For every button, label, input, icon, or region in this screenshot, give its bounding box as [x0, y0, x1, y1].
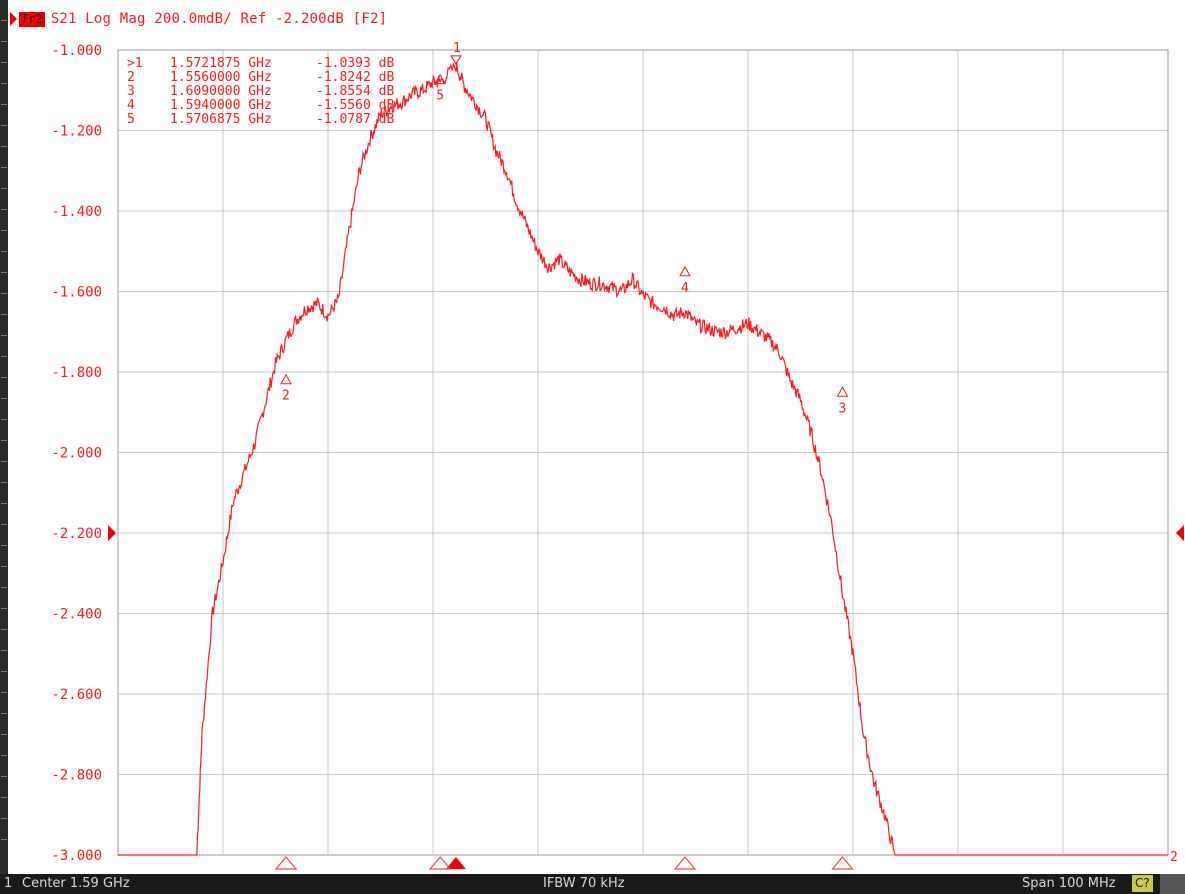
strip-tick	[1, 188, 7, 189]
marker-label: 2	[282, 389, 290, 404]
strip-tick	[1, 818, 7, 819]
strip-tick	[1, 125, 7, 126]
marker-readout-value: -1.5560 dB	[316, 98, 394, 113]
marker-active-bottom-icon	[445, 857, 466, 869]
strip-tick	[1, 209, 7, 210]
strip-tick	[1, 461, 7, 462]
right-edge-label: 2	[1170, 850, 1178, 865]
marker-readout-id: >1	[127, 56, 143, 71]
marker-bottom-icon	[673, 856, 697, 870]
strip-tick	[1, 755, 7, 756]
y-tick-label: -1.400	[51, 204, 102, 220]
strip-tick	[1, 272, 7, 273]
strip-tick	[1, 62, 7, 63]
trace-header[interactable]: Tr2 S21 Log Mag 200.0mdB/ Ref -2.200dB […	[10, 9, 387, 29]
marker-label: 5	[436, 89, 444, 104]
strip-tick	[1, 398, 7, 399]
strip-tick	[1, 20, 7, 21]
strip-tick	[1, 83, 7, 84]
strip-tick	[1, 419, 7, 420]
y-tick-label: -2.400	[51, 607, 102, 623]
center-frequency[interactable]: Center 1.59 GHz	[22, 876, 130, 891]
marker-pointer-icon	[280, 373, 292, 385]
strip-tick	[1, 566, 7, 567]
y-tick-label: -2.800	[51, 768, 102, 784]
span-setting[interactable]: Span 100 MHz	[1022, 876, 1116, 891]
strip-tick	[1, 482, 7, 483]
trace-title: S21 Log Mag 200.0mdB/ Ref -2.200dB [F2]	[50, 11, 388, 27]
strip-tick	[1, 545, 7, 546]
strip-tick	[1, 776, 7, 777]
strip-tick	[1, 104, 7, 105]
marker-readout-id: 5	[127, 112, 135, 127]
reference-level-left-icon	[108, 525, 116, 541]
strip-tick	[1, 692, 7, 693]
strip-tick	[1, 608, 7, 609]
marker-pointer-icon	[836, 386, 849, 397]
strip-tick	[1, 587, 7, 588]
strip-tick	[1, 671, 7, 672]
y-tick-label: -2.200	[51, 526, 102, 542]
strip-tick	[1, 797, 7, 798]
strip-tick	[1, 167, 7, 168]
strip-tick	[1, 734, 7, 735]
marker-readout-value: -1.8554 dB	[316, 84, 394, 99]
strip-tick	[1, 335, 7, 336]
strip-tick	[1, 713, 7, 714]
strip-tick	[1, 650, 7, 651]
strip-tick	[1, 524, 7, 525]
left-edge-strip	[0, 0, 8, 874]
marker-1-pointer-icon	[450, 55, 462, 65]
ifbw-setting[interactable]: IFBW 70 kHz	[543, 876, 625, 891]
active-trace-arrow-icon	[10, 12, 17, 26]
strip-tick	[1, 230, 7, 231]
trace-line	[118, 61, 1168, 856]
y-tick-label: -2.000	[51, 446, 102, 462]
strip-tick	[1, 251, 7, 252]
marker-readout-value: -1.0393 dB	[316, 56, 394, 71]
trace-badge[interactable]: Tr2	[19, 11, 45, 27]
strip-tick	[1, 146, 7, 147]
marker-readout-freq: 1.6090000 GHz	[170, 84, 272, 99]
calibration-status-badge[interactable]: C?	[1132, 875, 1153, 892]
marker-pointer-icon	[679, 265, 691, 277]
marker-readout-id: 3	[127, 84, 135, 99]
strip-tick	[1, 839, 7, 840]
strip-tick	[1, 629, 7, 630]
marker-label: 4	[681, 281, 689, 296]
marker-bottom-icon	[428, 856, 452, 870]
marker-bottom-icon	[274, 856, 298, 870]
strip-tick	[1, 293, 7, 294]
reference-level-right-icon	[1176, 525, 1184, 541]
marker-label: 3	[839, 401, 847, 416]
marker-readout-value: -1.8242 dB	[316, 70, 394, 85]
plot-area: -1.000 -1.200 -1.400 -1.600 -1.800 -2.000 -2.2…	[51, 41, 1184, 870]
y-tick-label: -1.600	[51, 285, 102, 301]
marker-readout-freq: 1.5706875 GHz	[170, 112, 272, 127]
strip-tick	[1, 503, 7, 504]
marker-pointer-icon	[434, 73, 447, 85]
marker-readout-freq: 1.5560000 GHz	[170, 70, 272, 85]
marker-readout-value: -1.0787 dB	[316, 112, 394, 127]
y-tick-label: -3.000	[51, 848, 102, 864]
y-tick-label: -1.800	[51, 365, 102, 381]
marker-readout-id: 4	[127, 98, 135, 113]
y-tick-label: -1.000	[51, 43, 102, 59]
strip-tick	[1, 377, 7, 378]
marker-readout-freq: 1.5721875 GHz	[170, 56, 272, 71]
marker-readout-id: 2	[127, 70, 135, 85]
status-bar: 1 Center 1.59 GHz IFBW 70 kHz Span 100 M…	[0, 874, 1185, 894]
plot-frame	[117, 49, 1169, 856]
strip-tick	[1, 356, 7, 357]
strip-tick	[1, 41, 7, 42]
marker-label: 1	[453, 41, 461, 56]
marker-bottom-icon	[831, 856, 854, 870]
strip-tick	[1, 314, 7, 315]
status-end-block	[1160, 874, 1185, 894]
channel-number[interactable]: 1	[4, 876, 13, 891]
y-tick-label: -2.600	[51, 687, 102, 703]
y-tick-label: -1.200	[51, 124, 102, 140]
marker-readout-freq: 1.5940000 GHz	[170, 98, 272, 113]
strip-tick	[1, 440, 7, 441]
